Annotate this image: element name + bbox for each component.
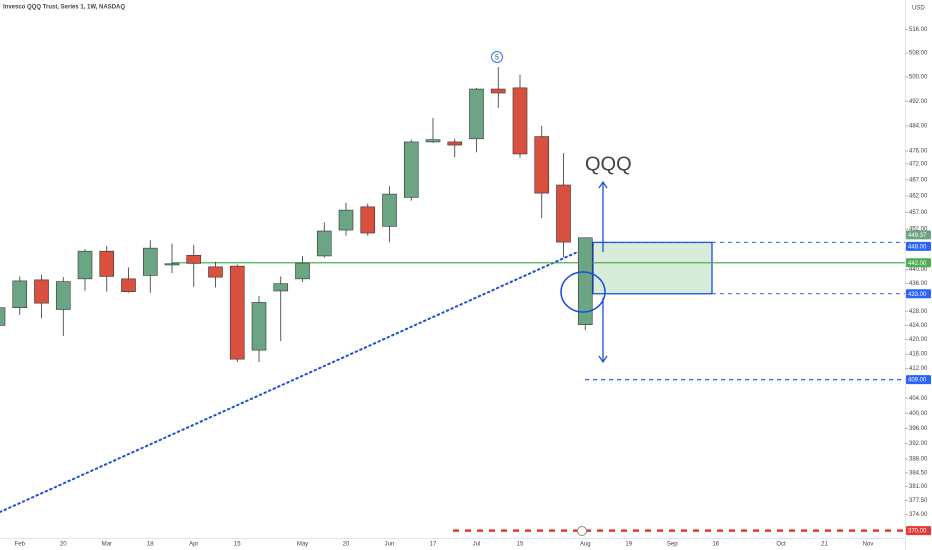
x-tick-label: 15 xyxy=(517,542,524,548)
x-tick-label: Jul xyxy=(473,542,481,548)
x-tick-label: Apr xyxy=(189,542,198,548)
event-icon xyxy=(577,526,587,536)
candle-body xyxy=(534,136,550,194)
candle-body xyxy=(577,237,593,325)
y-tick-label: 420.00 xyxy=(909,337,928,343)
trend-line xyxy=(0,244,594,513)
y-tick-label: 412.00 xyxy=(909,366,928,372)
y-tick-label: 508.00 xyxy=(909,51,928,57)
candle-body xyxy=(251,302,267,351)
x-tick-label: Nov xyxy=(863,542,874,548)
y-tick-label: 500.00 xyxy=(909,75,928,81)
candle-body xyxy=(512,87,528,155)
candle-body xyxy=(469,88,484,140)
y-tick-label: 516.00 xyxy=(909,27,928,33)
y-tick-label: 440.00 xyxy=(909,267,928,273)
y-tick-label: 400.00 xyxy=(909,411,928,417)
candle-body xyxy=(403,141,419,198)
wave-circle xyxy=(491,51,503,63)
price-label-bg xyxy=(906,230,931,240)
y-tick-label: 424.00 xyxy=(909,323,928,329)
arrows xyxy=(598,180,608,364)
x-tick-label: Aug xyxy=(580,542,591,548)
candle-body xyxy=(273,283,289,292)
candle-body xyxy=(121,278,136,292)
x-tick-label: Oct xyxy=(776,542,786,548)
target-box xyxy=(592,241,713,295)
wave-label: 5 xyxy=(495,54,499,61)
y-tick-label: 392.00 xyxy=(909,441,928,447)
y-tick-label: 467.00 xyxy=(909,177,928,183)
candle-body xyxy=(447,141,463,146)
y-tick-label: 472.00 xyxy=(909,161,928,167)
price-label-bg xyxy=(906,375,931,385)
candle-body xyxy=(295,262,310,280)
y-tick-label: 457.00 xyxy=(909,210,928,216)
y-tick-label: 384.50 xyxy=(909,470,928,476)
x-tick-label: Sep xyxy=(667,542,678,548)
y-tick-label: 484.00 xyxy=(909,124,928,130)
x-tick-label: 20 xyxy=(60,542,67,548)
x-tick-label: 20 xyxy=(343,542,350,548)
candle-body xyxy=(186,254,202,264)
x-tick-label: 19 xyxy=(625,542,632,548)
candle-body xyxy=(34,279,49,304)
currency: USD xyxy=(912,6,925,12)
candle-body xyxy=(425,139,441,143)
chart-title: Invesco QQQ Trust, Series 1, 1W, NASDAQ xyxy=(3,5,125,11)
y-tick-label: 377.50 xyxy=(909,498,928,504)
y-tick-label: 396.00 xyxy=(909,426,928,432)
x-tick-label: Mar xyxy=(102,542,112,548)
price-label: 442.00 xyxy=(908,261,927,267)
candle-body xyxy=(338,209,354,231)
price-label: 409.00 xyxy=(908,378,927,384)
y-tick-label: 388.00 xyxy=(909,457,928,463)
x-tick-label: 17 xyxy=(430,542,437,548)
y-tick-label: 492.00 xyxy=(909,99,928,105)
x-tick-label: Feb xyxy=(15,542,26,548)
x-tick-label: 16 xyxy=(712,542,719,548)
y-tick-label: 374.00 xyxy=(909,512,928,518)
x-tick-label: May xyxy=(297,542,308,548)
y-tick-label: 462.00 xyxy=(909,194,928,200)
highlight-ellipse xyxy=(560,271,606,313)
y-tick-label: 381.00 xyxy=(909,484,928,490)
candle-body xyxy=(490,88,506,94)
y-tick-label: 428.00 xyxy=(909,309,928,315)
x-tick-label: 18 xyxy=(147,542,154,548)
price-label: 370.00 xyxy=(908,529,927,535)
ticker-annotation: QQQ xyxy=(585,153,632,175)
price-label-bg xyxy=(906,289,931,299)
candle-body xyxy=(360,206,376,234)
candle-body xyxy=(12,280,28,309)
price-label: 433.00 xyxy=(908,292,927,298)
y-tick-label: 404.00 xyxy=(909,396,928,402)
y-tick-label: 416.00 xyxy=(909,352,928,358)
price-label-bg xyxy=(906,258,931,268)
candle-body xyxy=(99,250,115,277)
candle-body xyxy=(208,266,223,278)
price-label: 449.37 xyxy=(908,233,927,239)
candle-body xyxy=(0,307,6,326)
price-label-bg xyxy=(906,526,931,536)
x-tick-label: 15 xyxy=(234,542,241,548)
candle-body xyxy=(77,250,93,280)
y-tick-label: 476.00 xyxy=(909,149,928,155)
plot: 516.00 508.00 500.00 492.00 484.00 476.00 472.… xyxy=(0,27,928,548)
candle-body xyxy=(229,265,245,360)
price-label: 448.00 xyxy=(908,244,927,250)
candle-body xyxy=(164,263,180,266)
x-tick-label: Jun xyxy=(385,542,395,548)
candle-body xyxy=(55,281,71,310)
candle-body xyxy=(316,230,332,257)
x-tick-label: 21 xyxy=(821,542,828,548)
y-tick-label: 436.00 xyxy=(909,281,928,287)
price-label-bg xyxy=(906,241,931,251)
candle-body xyxy=(556,184,571,243)
candle-body xyxy=(382,193,397,227)
y-tick-label: 452.00 xyxy=(909,227,928,233)
candle-body xyxy=(142,247,158,276)
